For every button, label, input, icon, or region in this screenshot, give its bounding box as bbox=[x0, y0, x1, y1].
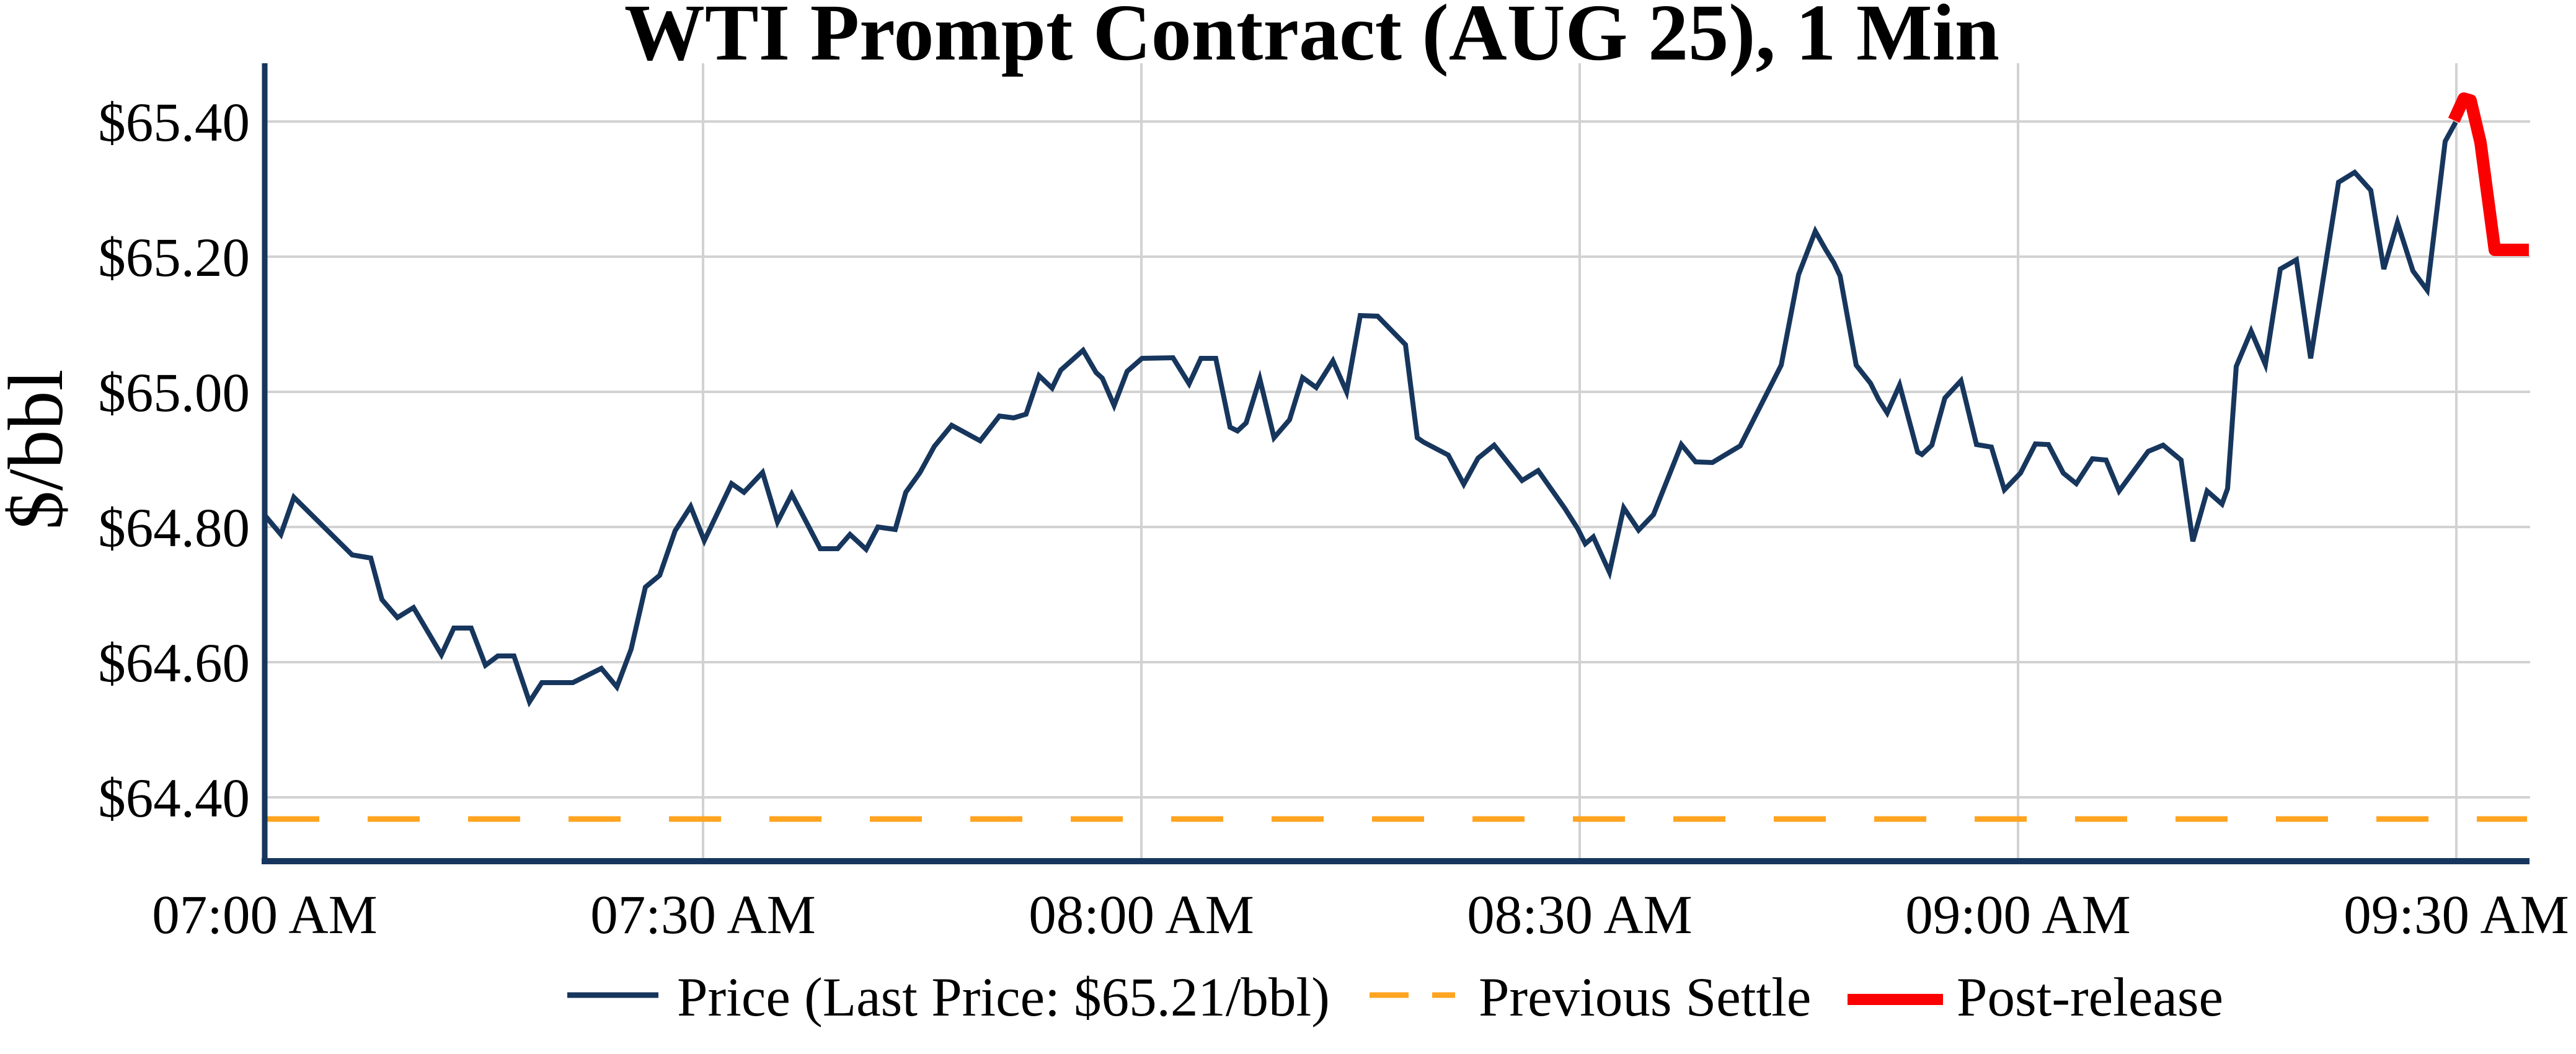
svg-text:$65.20: $65.20 bbox=[98, 228, 250, 288]
svg-text:$/bbl: $/bbl bbox=[0, 369, 79, 529]
svg-text:$64.40: $64.40 bbox=[98, 768, 250, 829]
svg-text:$64.60: $64.60 bbox=[98, 633, 250, 694]
svg-text:08:00 AM: 08:00 AM bbox=[1029, 885, 1254, 946]
svg-text:08:30 AM: 08:30 AM bbox=[1467, 885, 1692, 946]
svg-text:Previous Settle: Previous Settle bbox=[1479, 967, 1811, 1028]
svg-text:09:30 AM: 09:30 AM bbox=[2344, 885, 2569, 946]
svg-text:WTI Prompt Contract (AUG 25),: WTI Prompt Contract (AUG 25), 1 Min bbox=[624, 0, 1999, 78]
svg-text:$64.80: $64.80 bbox=[98, 498, 250, 559]
svg-text:Post-release: Post-release bbox=[1957, 967, 2223, 1028]
svg-text:07:30 AM: 07:30 AM bbox=[590, 885, 815, 946]
svg-text:Price (Last Price: $65.21/bbl): Price (Last Price: $65.21/bbl) bbox=[677, 967, 1330, 1028]
svg-text:$65.00: $65.00 bbox=[98, 363, 250, 423]
svg-text:$65.40: $65.40 bbox=[98, 92, 250, 153]
svg-text:07:00 AM: 07:00 AM bbox=[152, 885, 377, 946]
svg-text:09:00 AM: 09:00 AM bbox=[1905, 885, 2130, 946]
